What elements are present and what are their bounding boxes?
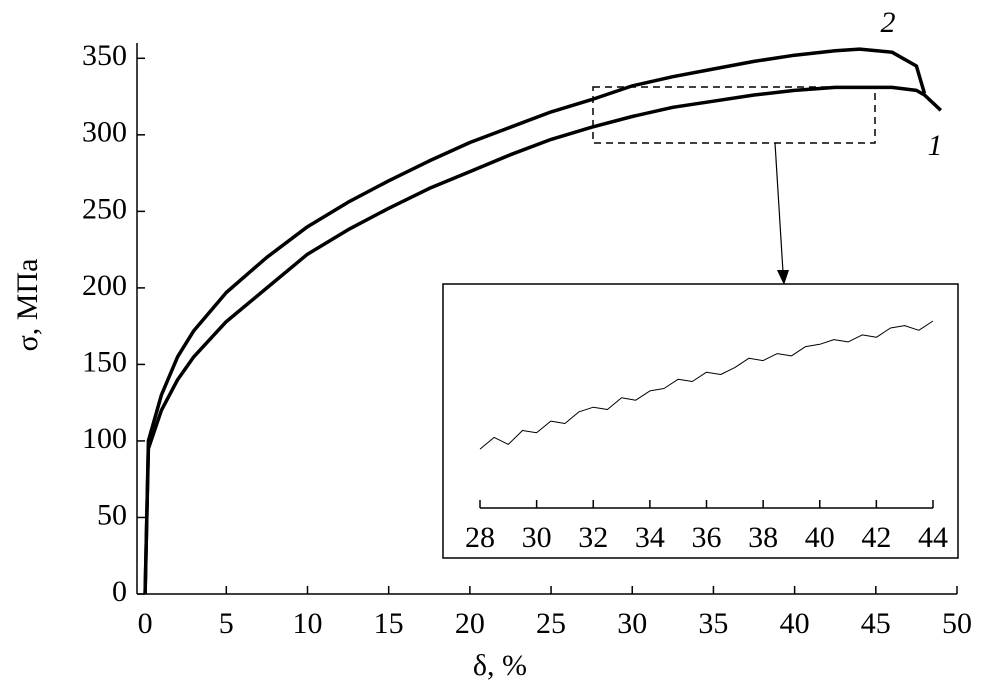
y-tick-label: 0: [112, 575, 127, 608]
x-tick-label: 34: [635, 521, 665, 554]
y-tick-label: 200: [82, 269, 127, 302]
x-tick-label: 28: [465, 521, 495, 554]
x-tick-label: 45: [861, 607, 891, 640]
x-tick-label: 38: [748, 521, 778, 554]
x-tick-label: 20: [455, 607, 485, 640]
data-line: [143, 85, 942, 595]
x-axis-label: δ, %: [473, 649, 527, 682]
x-tick-label: 32: [578, 521, 608, 554]
x-tick-label: 30: [522, 521, 552, 554]
x-tick-label: 40: [780, 607, 810, 640]
x-tick-label: 44: [918, 521, 948, 554]
x-tick-label: 0: [138, 607, 153, 640]
y-tick-label: 350: [82, 39, 127, 72]
x-tick-label: 30: [617, 607, 647, 640]
x-tick-label: 36: [692, 521, 722, 554]
y-axis-label: σ, МПа: [11, 259, 44, 352]
y-tick-label: 300: [82, 116, 127, 149]
curve-label: 2: [881, 6, 896, 39]
x-tick-label: 15: [374, 607, 404, 640]
x-tick-label: 5: [219, 607, 234, 640]
inset-frame: [442, 283, 959, 559]
curve-label: 1: [928, 129, 943, 162]
y-tick-label: 100: [82, 422, 127, 455]
x-tick-label: 35: [698, 607, 728, 640]
x-tick-label: 42: [861, 521, 891, 554]
zoom-arrow: [774, 142, 784, 273]
x-tick-label: 50: [942, 607, 972, 640]
y-tick-label: 50: [97, 498, 127, 531]
y-tick-label: 250: [82, 192, 127, 225]
arrow-head: [777, 270, 789, 285]
x-tick-label: 10: [292, 607, 322, 640]
data-line: [143, 47, 927, 595]
x-tick-label: 40: [805, 521, 835, 554]
y-tick-label: 150: [82, 345, 127, 378]
x-tick-label: 25: [536, 607, 566, 640]
data-line: [479, 320, 934, 450]
zoom-region: [592, 86, 876, 144]
